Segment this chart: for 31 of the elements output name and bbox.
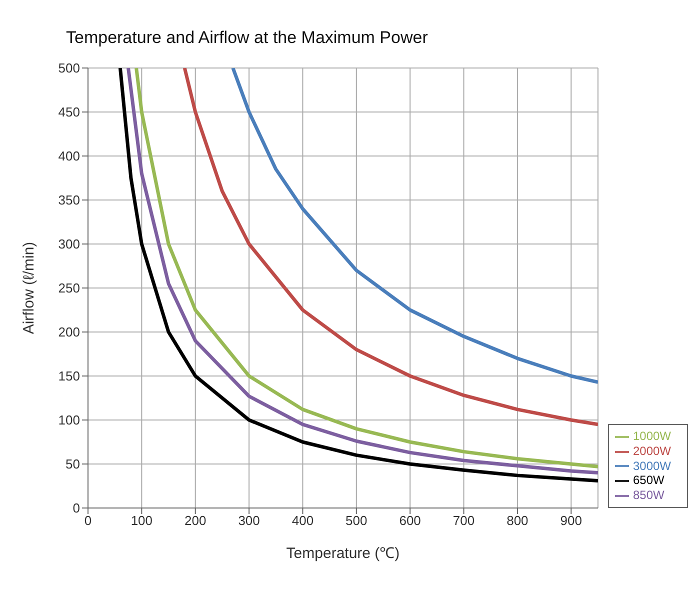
x-tick-label: 600 <box>399 513 421 528</box>
y-tick-label: 250 <box>58 280 80 296</box>
x-tick-label: 900 <box>560 513 582 528</box>
legend-label: 850W <box>632 488 664 502</box>
chart-title: Temperature and Airflow at the Maximum Power <box>65 27 429 49</box>
legend-label: 2000W <box>632 444 671 458</box>
y-tick-label: 150 <box>58 368 80 384</box>
legend-label: 650W <box>632 473 664 488</box>
x-axis-title: Temperature (℃) <box>286 545 400 562</box>
x-tick-label: 300 <box>238 513 260 528</box>
x-tick-label: 100 <box>130 513 153 528</box>
y-tick-label: 0 <box>72 500 80 516</box>
y-axis-title: Airflow (ℓ/min) <box>20 242 38 334</box>
legend-label: 3000W <box>632 458 671 473</box>
legend-label: 1000W <box>632 428 671 443</box>
x-tick-label: 200 <box>184 513 206 528</box>
y-tick-label: 50 <box>66 456 80 472</box>
y-tick-label: 200 <box>58 324 80 340</box>
x-tick-label: 700 <box>452 513 475 528</box>
y-tick-label: 500 <box>58 60 80 76</box>
y-tick-label: 300 <box>58 236 80 252</box>
y-tick-label: 100 <box>58 412 80 428</box>
y-tick-label: 450 <box>58 104 80 120</box>
x-tick-label: 0 <box>84 513 92 528</box>
x-tick-label: 800 <box>506 513 528 528</box>
x-tick-label: 400 <box>292 513 314 528</box>
y-tick-label: 400 <box>58 148 80 164</box>
x-tick-label: 500 <box>346 513 368 528</box>
y-tick-label: 350 <box>58 192 80 208</box>
line-series <box>231 68 598 384</box>
line-series <box>182 68 598 426</box>
